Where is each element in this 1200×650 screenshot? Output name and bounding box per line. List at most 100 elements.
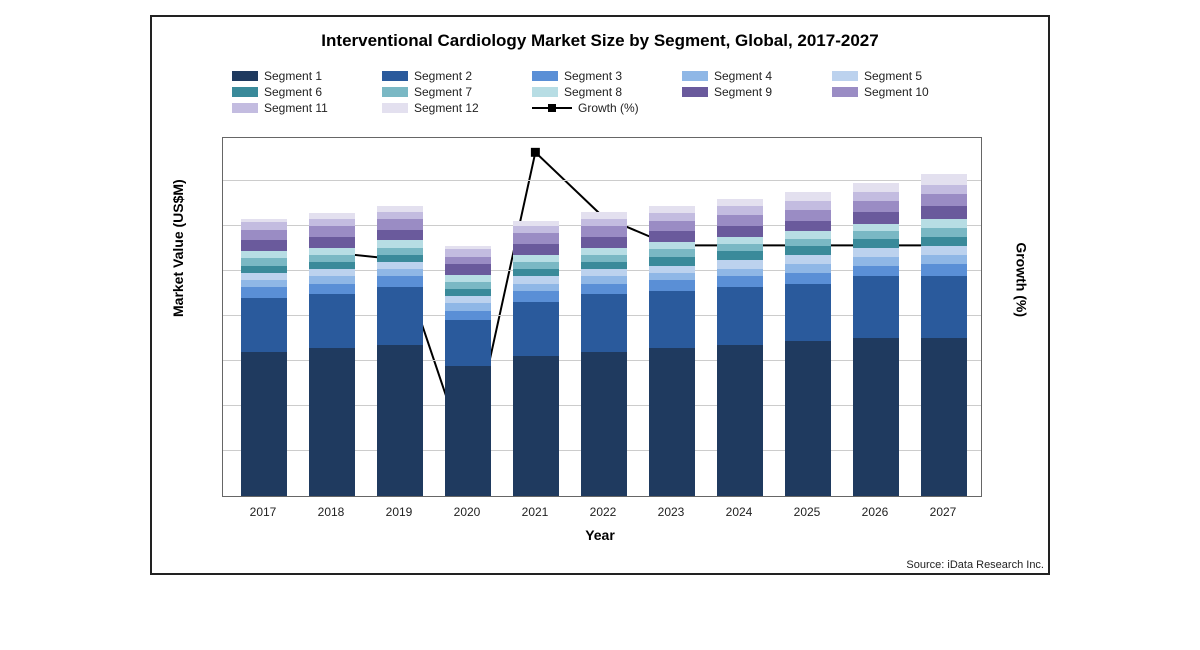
bar-segment — [717, 287, 763, 345]
x-tick-label: 2026 — [855, 505, 895, 519]
bar-segment — [853, 338, 899, 496]
legend-swatch — [682, 71, 708, 81]
bar-segment — [717, 276, 763, 287]
legend-item: Segment 3 — [532, 69, 682, 83]
bar-segment — [581, 226, 627, 237]
legend-swatch — [532, 71, 558, 81]
bar-segment — [445, 275, 491, 282]
legend-item: Segment 1 — [232, 69, 382, 83]
bar-segment — [377, 262, 423, 269]
x-tick-label: 2025 — [787, 505, 827, 519]
legend-label: Segment 10 — [864, 85, 929, 99]
legend-swatch — [832, 71, 858, 81]
bar-segment — [717, 269, 763, 276]
bar-segment — [785, 192, 831, 201]
bar-segment — [513, 255, 559, 262]
legend-swatch — [382, 103, 408, 113]
bar-segment — [649, 257, 695, 266]
bar-segment — [377, 240, 423, 247]
bar-segment — [377, 255, 423, 262]
legend-label: Segment 5 — [864, 69, 922, 83]
legend-item: Segment 4 — [682, 69, 832, 83]
bar-segment — [445, 282, 491, 289]
bar-segment — [717, 199, 763, 206]
bar-segment — [377, 219, 423, 230]
bar-segment — [581, 212, 627, 219]
bar-segment — [581, 352, 627, 496]
bar-segment — [785, 210, 831, 221]
bar-segment — [581, 255, 627, 262]
bar-segment — [241, 240, 287, 251]
bar-segment — [921, 174, 967, 185]
bar-segment — [785, 231, 831, 238]
bar-segment — [921, 206, 967, 219]
bar-segment — [309, 284, 355, 295]
bar-segment — [649, 249, 695, 256]
bar-segment — [309, 276, 355, 283]
bar-segment — [649, 221, 695, 232]
bar-segment — [649, 348, 695, 496]
bar-segment — [785, 221, 831, 232]
bar-segment — [445, 303, 491, 310]
bar-segment — [309, 262, 355, 269]
legend-label: Segment 7 — [414, 85, 472, 99]
bar-segment — [309, 237, 355, 248]
bar-segment — [785, 264, 831, 273]
bar-segment — [309, 213, 355, 218]
bar-segment — [241, 258, 287, 265]
legend-item: Segment 11 — [232, 101, 382, 115]
bar-segment — [853, 192, 899, 201]
legend-item: Segment 7 — [382, 85, 532, 99]
bar-segment — [921, 255, 967, 264]
bar-segment — [513, 291, 559, 302]
legend-item: Segment 10 — [832, 85, 982, 99]
bar-segment — [921, 338, 967, 496]
bar-segment — [445, 249, 491, 256]
bar-segment — [377, 287, 423, 345]
bar-segment — [581, 276, 627, 283]
bar-segment — [445, 296, 491, 303]
legend-item: Segment 12 — [382, 101, 532, 115]
bar-segment — [513, 284, 559, 291]
bar-segment — [241, 222, 287, 229]
legend-item: Segment 9 — [682, 85, 832, 99]
bar-segment — [377, 212, 423, 219]
legend-swatch — [232, 71, 258, 81]
x-tick-label: 2027 — [923, 505, 963, 519]
x-tick-label: 2017 — [243, 505, 283, 519]
bar-segment — [649, 280, 695, 291]
bar-segment — [853, 201, 899, 212]
bar-segment — [513, 356, 559, 496]
legend-label: Segment 12 — [414, 101, 479, 115]
gridline — [223, 180, 981, 181]
bar-segment — [581, 269, 627, 276]
bar-segment — [377, 269, 423, 276]
legend-label: Growth (%) — [578, 101, 639, 115]
legend-swatch — [232, 103, 258, 113]
legend-label: Segment 9 — [714, 85, 772, 99]
x-tick-label: 2024 — [719, 505, 759, 519]
bar-segment — [241, 219, 287, 223]
bar-segment — [377, 248, 423, 255]
plot-area — [222, 137, 982, 497]
legend-item: Segment 5 — [832, 69, 982, 83]
legend-swatch — [532, 87, 558, 97]
bar-segment — [309, 248, 355, 255]
bar-segment — [309, 255, 355, 262]
x-tick-label: 2022 — [583, 505, 623, 519]
bar-segment — [853, 276, 899, 337]
bar-segment — [785, 255, 831, 264]
bar-segment — [649, 206, 695, 213]
bar-segment — [853, 266, 899, 277]
bar-segment — [377, 276, 423, 287]
bar-segment — [241, 273, 287, 280]
legend-item: Growth (%) — [532, 101, 682, 115]
bar-segment — [785, 273, 831, 284]
x-tick-label: 2021 — [515, 505, 555, 519]
bar-segment — [309, 269, 355, 276]
bar-segment — [785, 201, 831, 210]
bar-segment — [853, 231, 899, 238]
bar-segment — [785, 341, 831, 496]
bar-segment — [921, 194, 967, 207]
legend-swatch — [382, 71, 408, 81]
